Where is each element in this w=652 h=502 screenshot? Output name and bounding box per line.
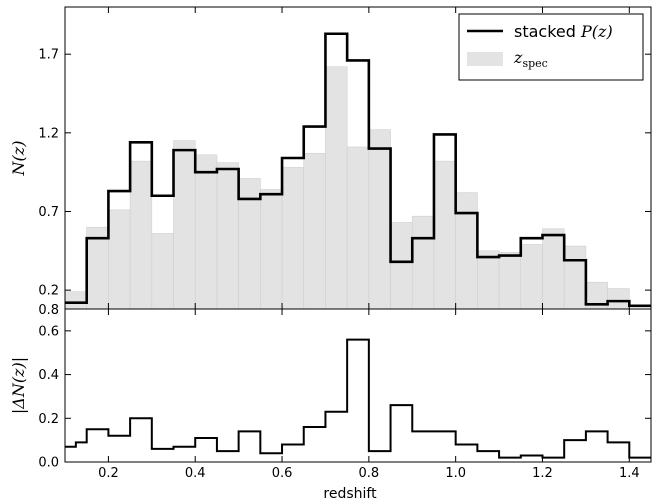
legend-zspec-swatch <box>467 52 503 66</box>
legend: stacked P(z) zspec <box>458 13 644 81</box>
bottom-xtick-label: 1.0 <box>445 466 466 481</box>
top-bottom-tick-label: 0.8 <box>38 303 59 318</box>
bottom-xtick-label: 0.8 <box>359 466 380 481</box>
top-ytick-label: 0.2 <box>38 284 59 299</box>
xlabel: redshift <box>323 486 377 502</box>
bottom-xtick-label: 0.2 <box>98 466 119 481</box>
delta-nz-line <box>65 338 651 459</box>
bottom-ytick-label: 0.0 <box>38 456 59 471</box>
legend-box <box>458 13 644 81</box>
legend-zspec-label: zspec <box>513 48 548 70</box>
zspec-bar <box>477 250 500 310</box>
bottom-xtick-label: 1.4 <box>619 466 640 481</box>
top-ytick-label: 0.7 <box>38 205 59 220</box>
zspec-bar <box>390 222 413 310</box>
top-ytick-label: 1.2 <box>38 126 59 141</box>
top-ylabel: N(z) <box>9 141 28 177</box>
bottom-xtick-label: 0.6 <box>272 466 293 481</box>
zspec-bar <box>607 288 630 310</box>
zspec-bar <box>325 66 348 310</box>
zspec-bar <box>303 152 326 310</box>
zspec-bar <box>108 209 131 310</box>
bottom-xtick-label: 1.2 <box>532 466 553 481</box>
zspec-bar <box>260 189 283 310</box>
bottom-ylabel: |ΔN(z)| <box>9 357 28 414</box>
legend-pz-label: stacked P(z) <box>514 22 613 41</box>
bottom-ytick-label: 0.6 <box>38 324 59 339</box>
zspec-bar <box>173 140 196 310</box>
zspec-bar <box>281 167 305 310</box>
top-ytick-label: 1.7 <box>38 48 59 63</box>
stacked-pz-line <box>65 32 651 308</box>
top-panel: 0.2 0.7 1.2 1.7 0.8 N(z) <box>9 6 652 318</box>
zspec-bar <box>433 160 456 310</box>
zspec-bar <box>542 228 565 310</box>
zspec-bar <box>520 244 543 310</box>
bottom-xtick-label: 0.4 <box>185 466 206 481</box>
zspec-bar <box>411 215 435 310</box>
bottom-ytick-label: 0.4 <box>38 368 59 383</box>
zspec-bar <box>455 192 478 310</box>
zspec-bar <box>563 245 587 310</box>
bottom-panel: 0.0 0.2 0.4 0.6 0.2 0.4 0.6 0.8 1.0 1.2 1.4 redshif… <box>9 308 652 502</box>
zspec-bar <box>64 291 88 310</box>
zspec-bar <box>346 146 370 310</box>
zspec-bar <box>216 162 239 310</box>
bottom-ytick-label: 0.2 <box>38 412 59 427</box>
bottom-axes-frame <box>64 308 652 463</box>
zspec-bar <box>194 154 218 310</box>
zspec-bar <box>368 129 391 310</box>
zspec-bar <box>151 233 174 310</box>
zspec-bar <box>129 160 153 310</box>
zspec-bar <box>498 252 522 310</box>
